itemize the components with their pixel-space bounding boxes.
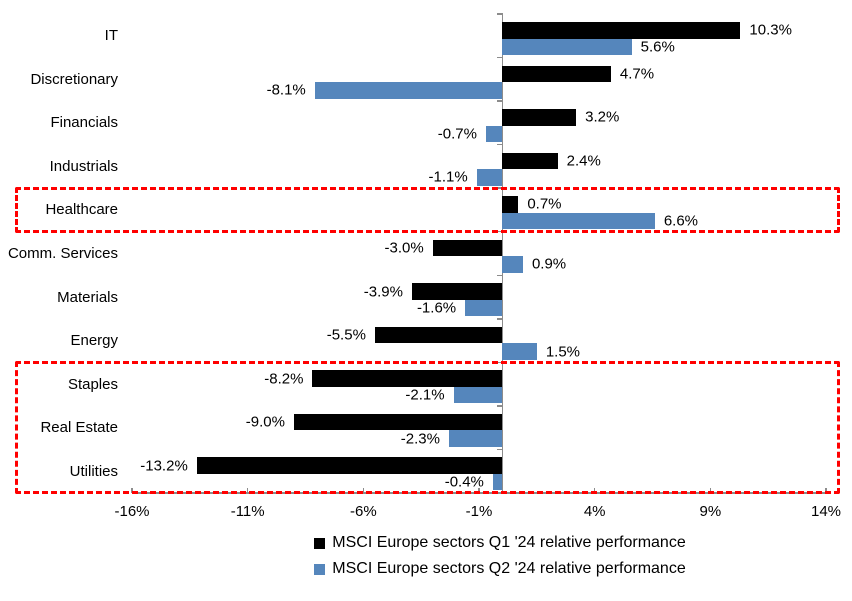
q1-bar-financials: [502, 109, 577, 126]
x-axis-tick: [593, 488, 596, 493]
x-axis-tick: [246, 488, 249, 493]
category-axis-tick: [496, 100, 503, 102]
x-axis-tick-label: -16%: [114, 503, 150, 520]
category-label-materials: Materials: [57, 288, 118, 306]
q2-value-label-energy: 1.5%: [545, 343, 581, 361]
category-label-healthcare: Healthcare: [45, 201, 118, 219]
q2-bar-materials: [465, 299, 503, 317]
q1-value-label-utilities: -13.2%: [140, 457, 188, 475]
legend-label-q2: MSCI Europe sectors Q2 '24 relative perf…: [332, 560, 686, 577]
q2-value-label-real-estate: -2.3%: [400, 430, 440, 448]
category-axis-tick: [496, 56, 503, 59]
legend-item-q1: MSCI Europe sectors Q1 '24 relative perf…: [314, 534, 686, 552]
healthcare-highlight-box: [15, 186, 840, 234]
legend-label-q1: MSCI Europe sectors Q1 '24 relative perf…: [332, 534, 686, 551]
q2-value-label-industrials: -1.1%: [428, 168, 468, 186]
q1-value-label-it: 10.3%: [749, 21, 792, 39]
x-axis-tick-label: 4%: [583, 503, 606, 520]
q1-bar-utilities: [196, 457, 503, 474]
q1-bar-it: [502, 22, 741, 39]
q2-bar-it: [502, 38, 632, 55]
q2-bar-staples: [453, 386, 503, 404]
category-label-real-estate: Real Estate: [40, 419, 118, 437]
q1-value-label-materials: -3.9%: [363, 283, 403, 301]
category-axis-tick: [496, 274, 503, 277]
x-axis-tick-label: -6%: [349, 503, 377, 520]
category-label-industrials: Industrials: [49, 157, 118, 175]
q1-bar-staples: [312, 370, 503, 387]
category-axis-tick: [496, 143, 503, 146]
category-label-financials: Financials: [50, 114, 118, 132]
q2-bar-real-estate: [448, 430, 503, 447]
q2-value-label-discretionary: -8.1%: [266, 81, 306, 99]
category-axis-tick: [496, 230, 503, 233]
q1-value-label-staples: -8.2%: [264, 370, 304, 388]
category-label-staples: Staples: [67, 375, 118, 393]
q1-bar-materials: [411, 283, 503, 300]
q1-bar-energy: [374, 326, 503, 344]
q2-value-label-utilities: -0.4%: [444, 473, 484, 491]
q1-bar-discretionary: [502, 65, 611, 83]
q1-bar-industrials: [502, 152, 558, 170]
q2-value-label-it: 5.6%: [640, 38, 675, 56]
q2-bar-energy: [502, 343, 537, 360]
q2-bar-healthcare: [502, 212, 655, 230]
category-axis-tick: [496, 492, 503, 494]
q2-bar-discretionary: [314, 82, 503, 99]
q1-bar-healthcare: [502, 196, 519, 213]
category-label-it: IT: [104, 27, 118, 45]
q2-value-label-materials: -1.6%: [416, 299, 457, 317]
x-axis-tick: [362, 488, 365, 493]
x-axis-tick: [709, 488, 712, 493]
q2-bar-industrials: [476, 169, 503, 186]
q1-legend-swatch-icon: [314, 537, 326, 549]
q2-legend-swatch-icon: [314, 563, 326, 575]
q1-bar-comm-services: [432, 239, 503, 257]
category-axis-tick: [496, 361, 503, 364]
x-axis-tick: [478, 488, 480, 493]
category-label-discretionary: Discretionary: [30, 70, 118, 88]
x-axis-tick-label: 9%: [699, 503, 722, 520]
q1-bar-real-estate: [293, 413, 503, 431]
q1-value-label-real-estate: -9.0%: [245, 413, 285, 431]
x-axis-tick-label: 14%: [810, 503, 842, 520]
category-axis-tick: [496, 405, 503, 407]
q1-value-label-industrials: 2.4%: [566, 152, 601, 170]
q2-value-label-comm-services: 0.9%: [531, 255, 567, 273]
category-axis-tick: [496, 448, 503, 451]
category-label-comm-services: Comm. Services: [7, 245, 118, 262]
q2-bar-comm-services: [502, 256, 523, 273]
q2-value-label-healthcare: 6.6%: [663, 212, 699, 230]
x-axis-tick: [825, 488, 827, 493]
x-axis-tick-label: -11%: [230, 503, 265, 520]
q1-value-label-discretionary: 4.7%: [619, 65, 655, 83]
x-axis-tick: [131, 488, 133, 493]
q2-value-label-staples: -2.1%: [405, 386, 445, 404]
chart-legend: MSCI Europe sectors Q1 '24 relative perf…: [148, 534, 852, 578]
category-label-utilities: Utilities: [69, 462, 118, 480]
q1-value-label-healthcare: 0.7%: [527, 195, 562, 213]
x-axis-tick-label: -1%: [465, 503, 493, 520]
category-axis-tick: [496, 187, 503, 189]
category-axis-tick: [496, 13, 503, 15]
value-axis-line: [132, 492, 828, 494]
category-axis-tick: [496, 318, 503, 320]
q2-bar-financials: [485, 125, 503, 143]
category-axis-line: [501, 14, 503, 493]
q1-value-label-energy: -5.5%: [326, 326, 366, 344]
q1-value-label-comm-services: -3.0%: [384, 239, 424, 257]
q1-value-label-financials: 3.2%: [585, 108, 620, 126]
legend-item-q2: MSCI Europe sectors Q2 '24 relative perf…: [314, 560, 686, 578]
category-label-energy: Energy: [70, 332, 118, 350]
q2-value-label-financials: -0.7%: [437, 125, 477, 143]
q2-bar-utilities: [492, 473, 503, 491]
